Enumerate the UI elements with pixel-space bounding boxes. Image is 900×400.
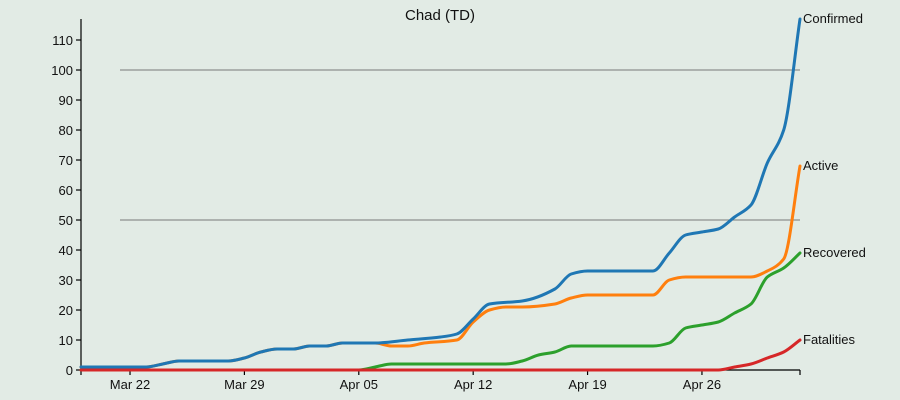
series-line-fatalities bbox=[79, 338, 802, 372]
x-tick-label: Apr 26 bbox=[683, 377, 721, 392]
y-tick-label: 50 bbox=[59, 213, 73, 228]
x-tick-label: Mar 22 bbox=[110, 377, 150, 392]
y-tick-label: 100 bbox=[51, 63, 73, 78]
x-tick-label: Mar 29 bbox=[224, 377, 264, 392]
gridlines bbox=[120, 69, 800, 221]
y-tick-label: 10 bbox=[59, 333, 73, 348]
x-tick-label: Apr 05 bbox=[340, 377, 378, 392]
series-label-recovered: Recovered bbox=[803, 245, 866, 260]
y-axis: 0 10 20 30 40 50 60 70 80 90 100 110 bbox=[51, 19, 82, 378]
y-tick-label: 60 bbox=[59, 183, 73, 198]
x-axis: Mar 22 Mar 29 Apr 05 Apr 12 Apr 19 Apr 26 bbox=[80, 369, 801, 392]
series-label-fatalities: Fatalities bbox=[803, 332, 856, 347]
y-tick-label: 20 bbox=[59, 303, 73, 318]
series-label-active: Active bbox=[803, 158, 838, 173]
series-line-recovered bbox=[79, 251, 802, 372]
series-labels: Confirmed Active Recovered Fatalities bbox=[803, 11, 866, 347]
series-label-confirmed: Confirmed bbox=[803, 11, 863, 26]
y-tick-label: 30 bbox=[59, 273, 73, 288]
y-tick-label: 110 bbox=[52, 33, 73, 48]
y-tick-label: 90 bbox=[59, 93, 73, 108]
y-tick-label: 70 bbox=[59, 153, 73, 168]
x-tick-label: Apr 19 bbox=[568, 377, 606, 392]
x-tick-label: Apr 12 bbox=[454, 377, 492, 392]
series-lines bbox=[79, 17, 802, 372]
y-tick-label: 0 bbox=[66, 363, 73, 378]
y-tick-label: 40 bbox=[59, 243, 73, 258]
chart-title: Chad (TD) bbox=[405, 7, 475, 24]
series-line-confirmed bbox=[79, 17, 802, 369]
y-tick-label: 80 bbox=[59, 123, 73, 138]
